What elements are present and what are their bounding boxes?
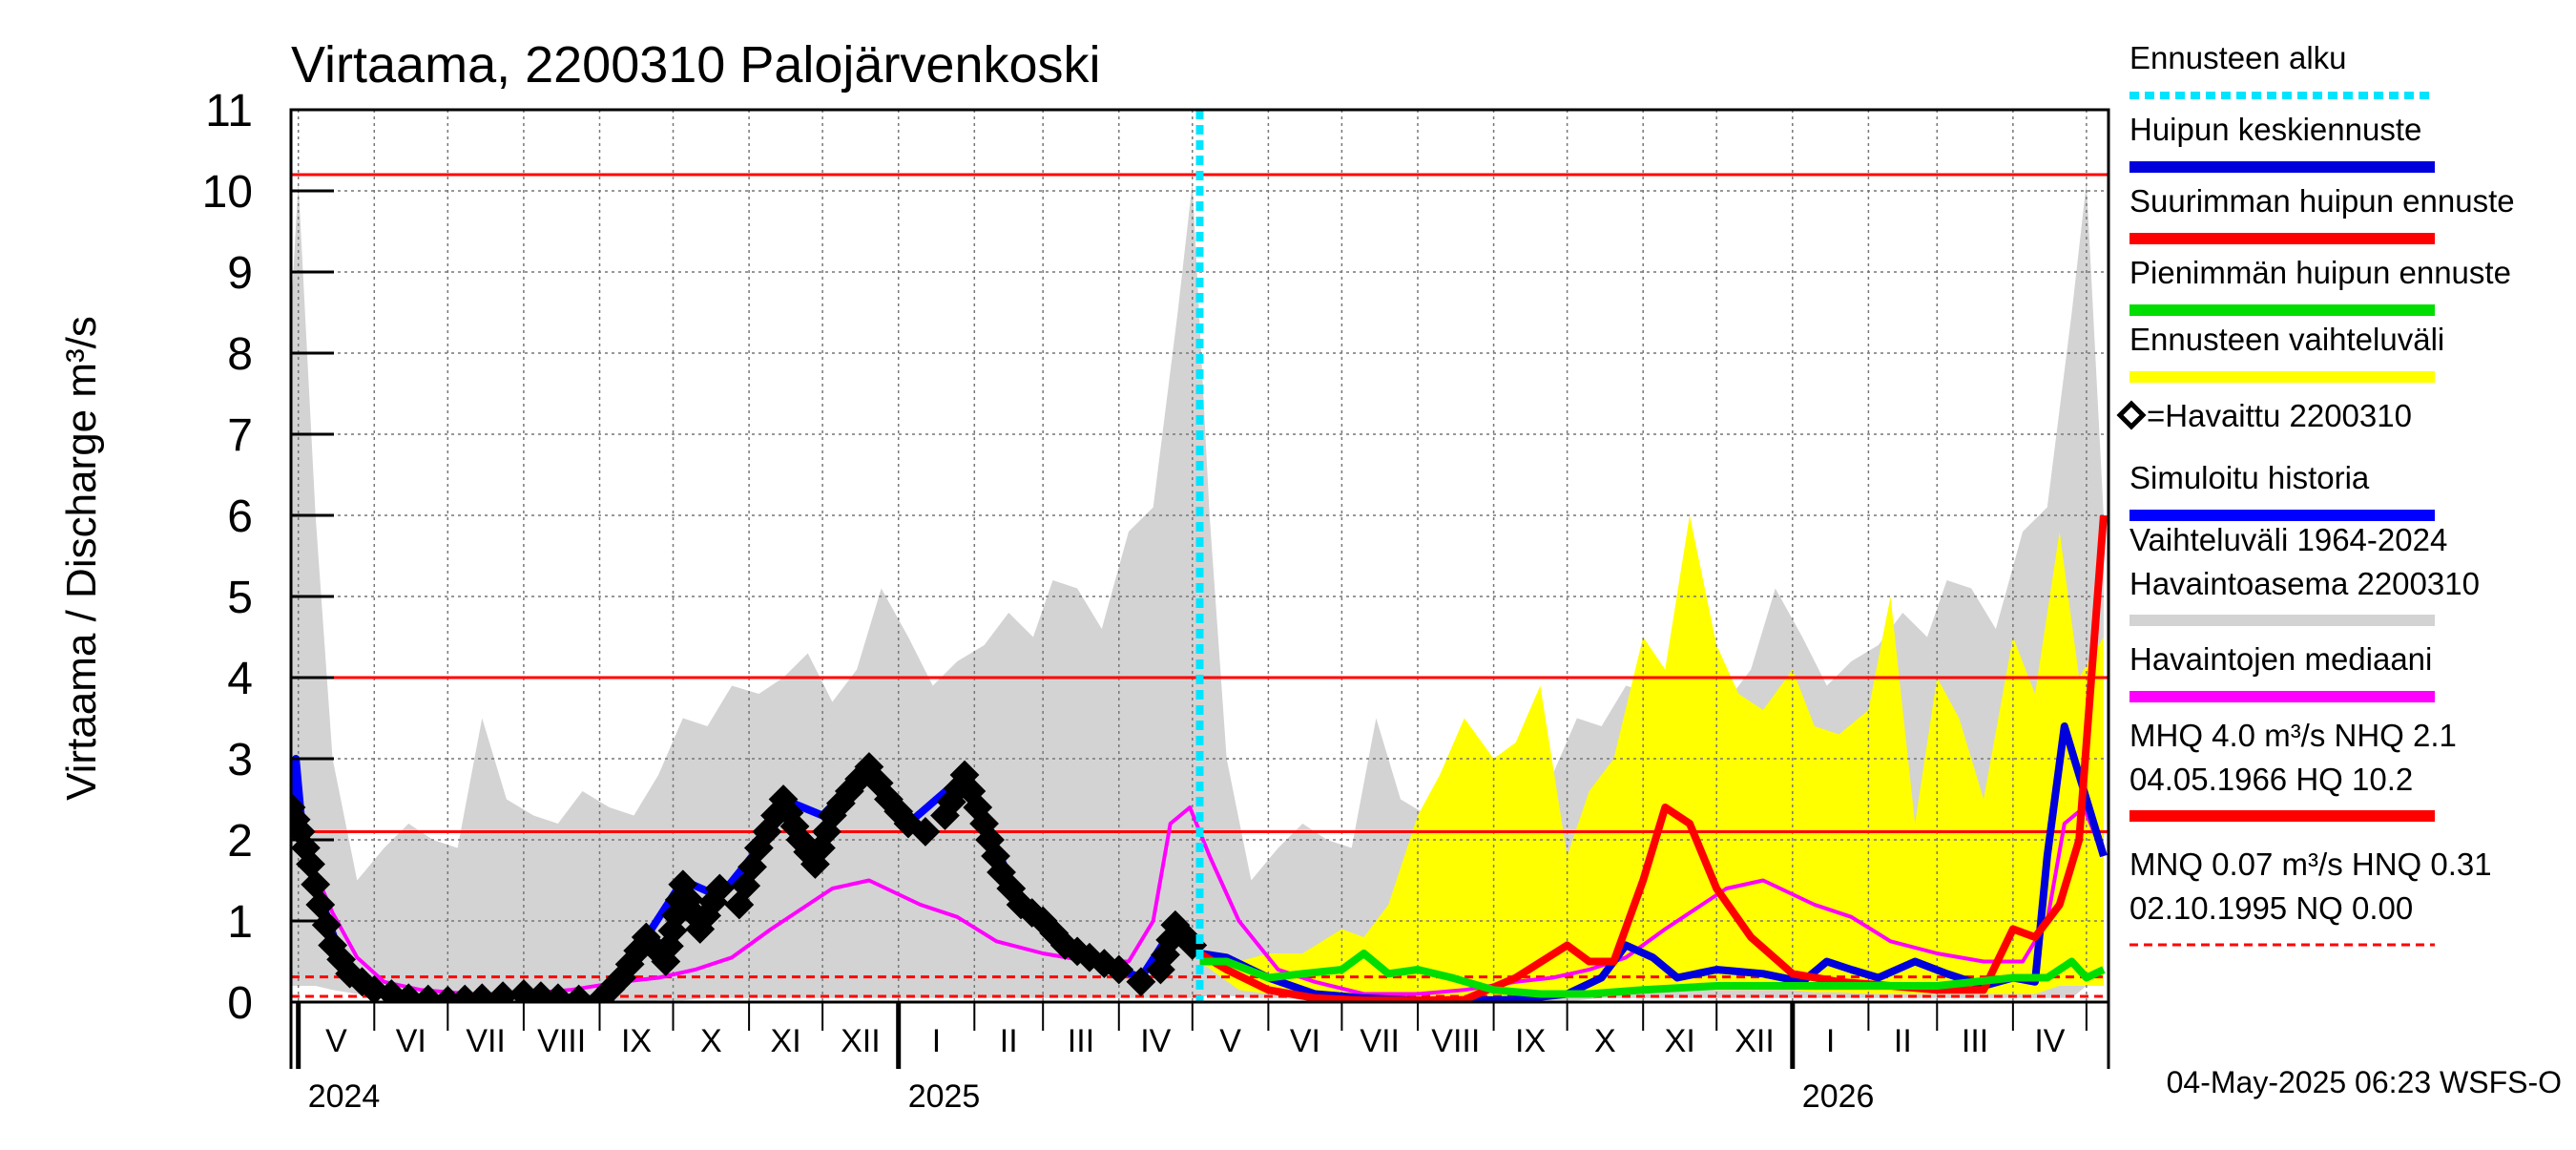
month-label: V	[1219, 1023, 1241, 1059]
legend-label: Vaihteluväli 1964-2024	[2129, 522, 2447, 557]
legend-item-suurimman-huipun-ennuste: Suurimman huipun ennuste	[2129, 183, 2515, 244]
y-tick-label: 8	[227, 329, 253, 380]
month-label: VI	[396, 1023, 426, 1059]
month-label: XI	[771, 1023, 801, 1059]
observed-point	[564, 984, 594, 1002]
legend-item-huipun-keskiennuste: Huipun keskiennuste	[2129, 112, 2435, 173]
legend-label: Havaintojen mediaani	[2129, 641, 2432, 677]
month-label: VII	[1360, 1023, 1400, 1059]
legend-item-havaittu-2200310: =Havaittu 2200310	[2116, 398, 2412, 433]
legend-label: MHQ 4.0 m³/s NHQ 2.1	[2129, 718, 2457, 753]
plot-area	[291, 110, 2109, 1002]
month-label: XII	[841, 1023, 881, 1059]
legend-label: Ennusteen vaihteluväli	[2129, 322, 2444, 357]
month-label: III	[1068, 1023, 1094, 1059]
observed-point	[811, 817, 841, 847]
y-tick-label: 4	[227, 654, 253, 704]
legend-item-ennusteen-vaihteluv-li: Ennusteen vaihteluväli	[2129, 322, 2444, 383]
month-label: III	[1962, 1023, 1988, 1059]
observed-point	[413, 984, 444, 1002]
month-label: VII	[466, 1023, 506, 1059]
month-label: VIII	[537, 1023, 586, 1059]
legend-item-vaihteluv-li-1964-2024: Vaihteluväli 1964-2024 Havaintoasema 220…	[2129, 522, 2480, 626]
legend-label: Ennusteen alku	[2129, 40, 2347, 75]
legend-item-ennusteen-alku: Ennusteen alku	[2129, 40, 2435, 99]
observed-point	[657, 915, 688, 946]
legend-item-pienimm-n-huipun-ennuste: Pienimmän huipun ennuste	[2129, 255, 2511, 316]
month-label: XI	[1665, 1023, 1695, 1059]
month-label: XII	[1735, 1023, 1775, 1059]
observed-point	[543, 983, 573, 1002]
legend-label: Huipun keskiennuste	[2129, 112, 2421, 147]
markers-havaittu-2200310	[291, 752, 1208, 1002]
legend-label: Pienimmän huipun ennuste	[2129, 255, 2511, 290]
month-label: IV	[2034, 1023, 2065, 1059]
y-tick-label: 0	[227, 978, 253, 1029]
month-label: VI	[1290, 1023, 1320, 1059]
line-pienimm-n-huipun-ennuste	[1199, 950, 2106, 998]
line-suurimman-huipun-ennuste	[1197, 514, 2108, 1002]
legend-item-havaintojen-mediaani: Havaintojen mediaani	[2129, 641, 2435, 702]
legend-label-2: 02.10.1995 NQ 0.00	[2129, 890, 2413, 926]
month-label: I	[1826, 1023, 1835, 1059]
observed-point	[1089, 949, 1119, 979]
y-tick-label: 6	[227, 491, 253, 542]
month-label: II	[1894, 1023, 1912, 1059]
legend: Ennusteen alku Huipun keskiennuste Suurimm…	[2116, 40, 2515, 947]
year-label: 2024	[308, 1078, 381, 1115]
y-tick-label: 11	[205, 86, 253, 136]
y-tick-label: 3	[227, 735, 253, 785]
y-tick-label: 5	[227, 573, 253, 623]
band-ennusteen-vaihteluv-li	[1199, 515, 2104, 1001]
legend-label: MNQ 0.07 m³/s HNQ 0.31	[2129, 847, 2492, 882]
legend-label-2: 04.05.1966 HQ 10.2	[2129, 762, 2413, 797]
legend-item-mhq-4-0-m-s-nhq-2-1: MHQ 4.0 m³/s NHQ 2.1 04.05.1966 HQ 10.2	[2129, 718, 2457, 822]
month-label: X	[700, 1023, 722, 1059]
legend-item-simuloitu-historia: Simuloitu historia	[2129, 460, 2435, 521]
legend-label: Simuloitu historia	[2129, 460, 2370, 495]
month-label: VIII	[1431, 1023, 1480, 1059]
month-label: IX	[1515, 1023, 1546, 1059]
legend-label-2: Havaintoasema 2200310	[2129, 566, 2480, 601]
legend-label: Suurimman huipun ennuste	[2129, 183, 2515, 219]
month-label: IX	[621, 1023, 652, 1059]
observed-point	[724, 889, 755, 920]
chart-title: Virtaama, 2200310 Palojärvenkoski	[291, 36, 1101, 94]
month-label: II	[1000, 1023, 1018, 1059]
observed-point	[1126, 967, 1156, 997]
month-label: X	[1594, 1023, 1616, 1059]
timestamp-footer: 04-May-2025 06:23 WSFS-O	[2167, 1065, 2562, 1099]
month-label: I	[932, 1023, 941, 1059]
observed-point	[1074, 942, 1105, 972]
legend-label: =Havaittu 2200310	[2147, 398, 2412, 433]
y-tick-label: 2	[227, 816, 253, 867]
year-label: 2026	[1802, 1078, 1875, 1115]
y-tick-label: 1	[227, 897, 253, 948]
observed-point	[737, 851, 767, 882]
y-tick-label: 9	[227, 248, 253, 299]
observed-point	[910, 817, 941, 847]
y-tick-label: 7	[227, 410, 253, 461]
observed-point	[1104, 954, 1134, 985]
y-axis-label: Virtaama / Discharge m³/s	[58, 316, 105, 801]
legend-item-mnq-0-07-m-s-hnq-0-31: MNQ 0.07 m³/s HNQ 0.31 02.10.1995 NQ 0.00	[2129, 847, 2492, 947]
plot-series-group	[291, 110, 2109, 1002]
legend-marker-icon	[2116, 400, 2147, 430]
line-havaintojen-mediaani	[291, 805, 2106, 996]
observed-point	[704, 873, 735, 904]
month-label: V	[325, 1023, 347, 1059]
year-label: 2025	[908, 1078, 981, 1115]
y-tick-label: 10	[202, 167, 253, 218]
month-label: IV	[1140, 1023, 1171, 1059]
